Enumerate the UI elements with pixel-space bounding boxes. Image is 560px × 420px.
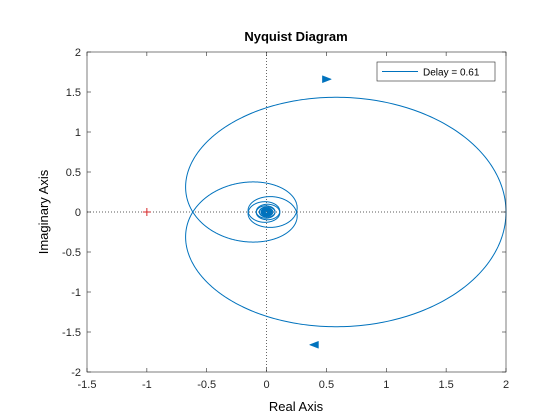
legend-box [376,61,496,82]
y-tick-label: 2 [75,47,81,59]
y-tick-label: 1.5 [66,87,81,99]
direction-arrow [322,75,333,84]
y-tick-label: -0.5 [62,247,81,259]
legend: Delay = 0.61 [376,61,496,82]
x-tick-label: -1.5 [78,379,97,391]
y-axis-title: Imaginary Axis [36,169,51,254]
x-tick-label: -1 [142,379,152,391]
x-tick-label: 0 [264,379,270,391]
y-tick-label: 1 [75,127,81,139]
x-tick-label: 0.5 [319,379,334,391]
direction-arrow [308,340,319,349]
x-tick-label: 1 [383,379,389,391]
x-tick-label: 1.5 [438,379,453,391]
plot-frame [86,51,507,373]
x-tick-label: 2 [503,379,509,391]
y-tick-label: 0 [75,207,81,219]
ticks-layer: -1.5 -1 -0.5 0 0.5 1 1.5 2-2-1.5-1-0.500.511.52 [62,47,509,391]
zero-reference-lines [87,52,506,372]
y-tick-label: -1 [71,287,81,299]
critical-point-marker [142,208,151,216]
legend-entry-delay: Delay = 0.61 [423,68,480,79]
y-tick-label: -2 [71,367,81,379]
y-tick-label: -1.5 [62,327,81,339]
series-layer [142,75,507,349]
nyquist-curve-negative-frequency [185,96,507,243]
y-tick-label: 0.5 [66,167,81,179]
x-axis-title: Real Axis [269,399,324,414]
x-tick-label: -0.5 [197,379,216,391]
chart-title: Nyquist Diagram [244,29,347,44]
